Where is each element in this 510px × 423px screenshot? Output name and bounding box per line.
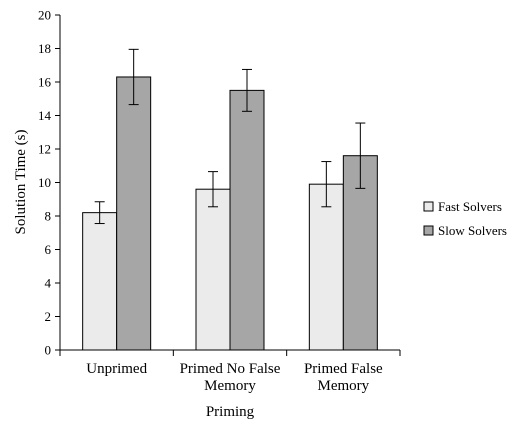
- y-tick-label: 14: [38, 108, 52, 123]
- y-tick-label: 2: [45, 309, 52, 324]
- y-tick-label: 4: [45, 276, 52, 291]
- y-tick-label: 12: [38, 142, 51, 157]
- bar-fast-solvers: [82, 212, 118, 351]
- x-category-label: Primed False Memory: [304, 361, 383, 394]
- y-axis-title: Solution Time (s): [13, 129, 29, 234]
- legend-label: Slow Solvers: [438, 223, 507, 238]
- bar-fast-solvers: [308, 183, 344, 351]
- y-tick-label: 0: [45, 343, 52, 358]
- bar-slow-solvers: [116, 76, 152, 351]
- x-axis-title: Priming: [206, 404, 255, 420]
- y-tick-label: 8: [45, 209, 52, 224]
- bar-slow-solvers: [229, 89, 265, 351]
- chart-error-bars: [94, 48, 366, 225]
- x-category-label: Primed No False Memory: [180, 361, 281, 394]
- x-category-labels: Unprimed Primed No False Memory Primed Fals…: [86, 361, 383, 394]
- bar-fast-solvers: [195, 188, 231, 351]
- legend-swatch: [423, 225, 434, 236]
- y-tick-label: 16: [38, 75, 52, 90]
- y-tick-labels: 0 2 4 6 8 10 12 14 16 18 20: [38, 8, 52, 358]
- legend-label: Fast Solvers: [438, 199, 502, 214]
- y-tick-label: 20: [38, 8, 51, 23]
- y-tick-label: 6: [45, 242, 52, 257]
- y-tick-label: 10: [38, 175, 51, 190]
- x-category-label: Unprimed: [86, 361, 147, 377]
- y-tick-label: 18: [38, 41, 51, 56]
- legend-swatch: [423, 201, 434, 212]
- chart-legend: Fast Solvers Slow Solvers: [423, 199, 507, 238]
- chart-bars: [82, 76, 378, 351]
